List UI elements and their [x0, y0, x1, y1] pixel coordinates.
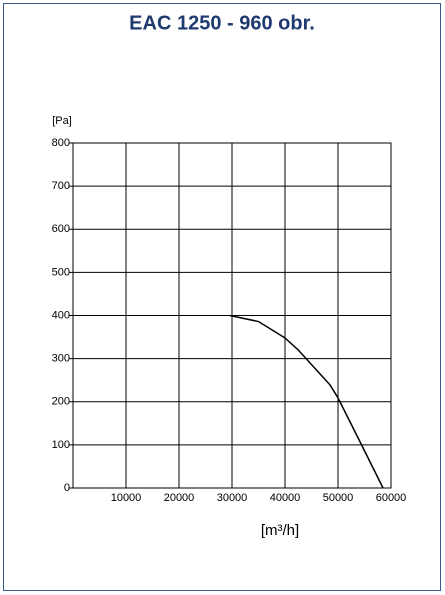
y-tick-label: 800 — [52, 137, 70, 149]
x-tick-label: 60000 — [376, 492, 407, 504]
chart-title: EAC 1250 - 960 obr. — [129, 12, 315, 34]
y-tick-label: 200 — [52, 396, 70, 408]
x-tick-label: 40000 — [270, 492, 301, 504]
x-axis-label: [m³/h] — [261, 522, 299, 539]
y-axis-label: [Pa] — [52, 115, 72, 127]
x-tick-label: 30000 — [217, 492, 248, 504]
x-tick-label: 50000 — [323, 492, 354, 504]
frame — [3, 3, 441, 591]
x-tick-label: 10000 — [111, 492, 142, 504]
y-tick-label: 700 — [52, 180, 70, 192]
y-tick-label: 400 — [52, 309, 70, 321]
y-tick-label: 100 — [52, 439, 70, 451]
y-tick-label: 500 — [52, 266, 70, 278]
y-tick-label: 300 — [52, 353, 70, 365]
y-tick-label: 0 — [64, 482, 70, 494]
y-tick-label: 600 — [52, 223, 70, 235]
curve — [229, 314, 384, 489]
x-tick-label: 20000 — [164, 492, 195, 504]
